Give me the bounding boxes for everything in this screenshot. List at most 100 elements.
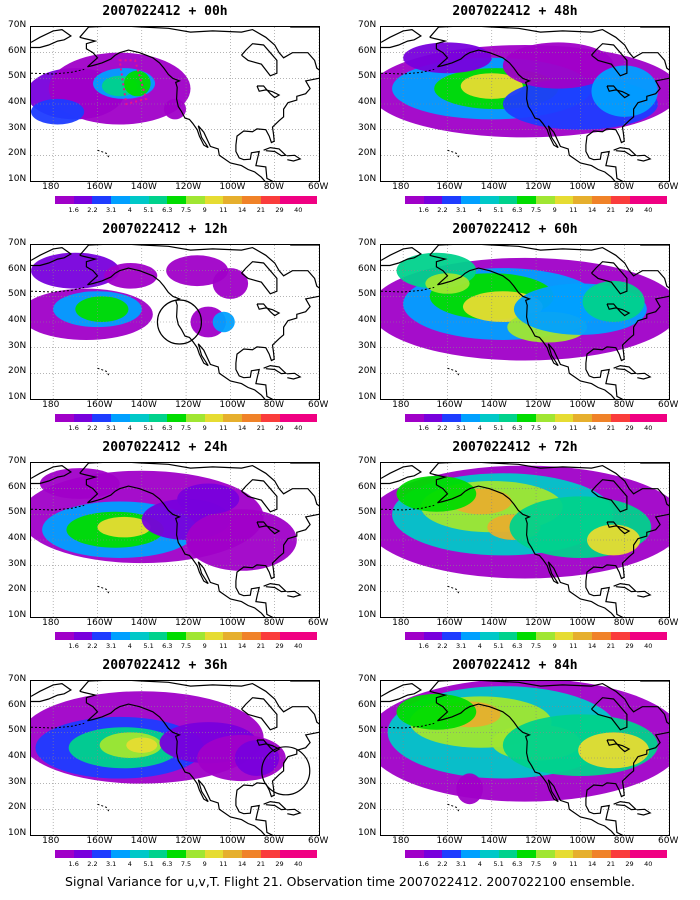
coastline bbox=[636, 154, 652, 162]
colorbar-tick-label: 21 bbox=[606, 206, 615, 214]
colorbar-tick-label: 11 bbox=[219, 642, 228, 650]
map-panel: 2007022412 + 12h 70N 60N 50N 40N 30N 20N 10N 180… bbox=[0, 222, 330, 446]
colorbar-tick-label: 3.1 bbox=[455, 860, 467, 868]
colorbar-swatch bbox=[592, 632, 611, 640]
lat-tick-label: 10N bbox=[358, 174, 377, 184]
variance-map bbox=[30, 244, 320, 400]
lon-tick-label: 180 bbox=[392, 836, 410, 846]
colorbar-swatch bbox=[610, 850, 630, 858]
lon-tick-label: 140W bbox=[130, 182, 157, 192]
lat-tick-label: 20N bbox=[358, 802, 377, 813]
map-panel: 2007022412 + 72h 70N 60N 50N 40N 30N 20N 10N 180… bbox=[350, 440, 680, 664]
variance-contour bbox=[104, 262, 158, 289]
coastline bbox=[263, 364, 288, 375]
lon-tick-label: 80W bbox=[613, 400, 635, 410]
colorbar-tick-label: 9 bbox=[552, 642, 557, 650]
lon-tick-label: 140W bbox=[480, 182, 507, 192]
colorbar-labels: 1.6 2.2 3.1 4 5.1 6.3 7.5 9 11 14 21 29 40 bbox=[55, 424, 317, 434]
colorbar-swatch bbox=[610, 414, 630, 422]
colorbar-tick-label: 4 bbox=[477, 860, 482, 868]
lon-tick-label: 100W bbox=[569, 400, 596, 410]
colorbar-tick-label: 7.5 bbox=[180, 642, 192, 650]
colorbar-tick-label: 9 bbox=[552, 206, 557, 214]
colorbar-swatch bbox=[554, 196, 574, 204]
colorbar-swatch bbox=[479, 196, 499, 204]
coastline bbox=[241, 479, 278, 513]
variance-contour bbox=[591, 65, 658, 117]
lon-tick-label: 100W bbox=[219, 836, 246, 846]
lon-tick-label: 100W bbox=[569, 618, 596, 628]
colorbar-tick-label: 14 bbox=[588, 424, 597, 432]
variance-contour bbox=[124, 70, 151, 97]
colorbar bbox=[55, 632, 318, 640]
colorbar-swatch bbox=[405, 414, 424, 422]
map-panel: 2007022412 + 84h 70N 60N 50N 40N 30N 20N 10N 180… bbox=[350, 658, 680, 882]
colorbar-tick-label: 7.5 bbox=[530, 206, 542, 214]
colorbar-tick-label: 1.6 bbox=[418, 642, 429, 650]
map-plot bbox=[31, 27, 319, 181]
colorbar-labels: 1.6 2.2 3.1 4 5.1 6.3 7.5 9 11 14 21 29 40 bbox=[55, 206, 317, 216]
colorbar-tick-label: 6.3 bbox=[162, 642, 173, 650]
coastline bbox=[286, 808, 302, 816]
colorbar-swatch bbox=[648, 632, 668, 640]
lon-tick-label: 120W bbox=[525, 182, 552, 192]
colorbar-tick-label: 4 bbox=[127, 424, 132, 432]
colorbar-swatch bbox=[423, 414, 443, 422]
variance-map bbox=[30, 462, 320, 618]
figure-caption: Signal Variance for u,v,T. Flight 21. Ob… bbox=[65, 874, 635, 889]
lat-tick-label: 20N bbox=[358, 148, 377, 159]
target-circle bbox=[261, 746, 311, 796]
colorbar-tick-label: 6.3 bbox=[512, 206, 523, 214]
variance-contour bbox=[177, 483, 240, 515]
colorbar-swatch bbox=[55, 196, 74, 204]
colorbar-swatch bbox=[92, 632, 112, 640]
colorbar-tick-label: 1.6 bbox=[418, 860, 429, 868]
lon-tick-label: 80W bbox=[613, 182, 635, 192]
lon-tick-label: 100W bbox=[219, 618, 246, 628]
colorbar-tick-label: 40 bbox=[644, 206, 653, 214]
lat-tick-label: 50N bbox=[8, 507, 27, 518]
lat-tick-label: 40N bbox=[358, 97, 377, 107]
coastline bbox=[256, 303, 281, 317]
lon-tick-label: 160W bbox=[86, 618, 113, 628]
colorbar-swatch bbox=[423, 196, 443, 204]
variance-contour bbox=[97, 516, 151, 538]
colorbar-tick-label: 2.2 bbox=[437, 642, 448, 650]
colorbar-swatch bbox=[498, 632, 518, 640]
colorbar-swatch bbox=[260, 196, 280, 204]
variance-contour bbox=[396, 693, 477, 730]
colorbar-swatch bbox=[73, 414, 93, 422]
panel-title: 2007022412 + 00h bbox=[102, 4, 228, 19]
colorbar-tick-label: 5.1 bbox=[143, 424, 154, 432]
lon-tick-label: 100W bbox=[569, 182, 596, 192]
lon-tick-label: 60W bbox=[308, 618, 329, 628]
colorbar-tick-label: 4 bbox=[127, 206, 132, 214]
colorbar-swatch bbox=[298, 850, 318, 858]
coastline bbox=[290, 27, 319, 28]
coastline bbox=[606, 303, 631, 317]
coastline bbox=[31, 28, 73, 49]
lon-tick-label: 160W bbox=[436, 836, 463, 846]
coastline bbox=[263, 800, 288, 811]
colorbar-swatch bbox=[498, 850, 518, 858]
colorbar-tick-label: 21 bbox=[256, 642, 265, 650]
colorbar bbox=[405, 414, 668, 422]
colorbar bbox=[55, 196, 318, 204]
colorbar-swatch bbox=[423, 850, 443, 858]
colorbar-tick-label: 29 bbox=[625, 860, 634, 868]
colorbar-swatch bbox=[629, 850, 649, 858]
panel-title: 2007022412 + 12h bbox=[102, 222, 228, 237]
variance-map bbox=[30, 680, 320, 836]
lon-tick-label: 80W bbox=[613, 836, 635, 846]
colorbar-swatch bbox=[186, 414, 205, 422]
variance-contour bbox=[587, 524, 641, 556]
coastline bbox=[636, 590, 652, 598]
map-panel: 2007022412 + 36h 70N 60N 50N 40N 30N 20N 10N 180… bbox=[0, 658, 330, 882]
variance-contour bbox=[460, 73, 523, 99]
target-circle bbox=[156, 299, 203, 345]
colorbar-labels: 1.6 2.2 3.1 4 5.1 6.3 7.5 9 11 14 21 29 40 bbox=[55, 860, 317, 870]
map-plot bbox=[381, 681, 669, 835]
lon-tick-label: 80W bbox=[263, 182, 285, 192]
colorbar-swatch bbox=[129, 632, 149, 640]
lat-tick-label: 30N bbox=[358, 340, 377, 351]
